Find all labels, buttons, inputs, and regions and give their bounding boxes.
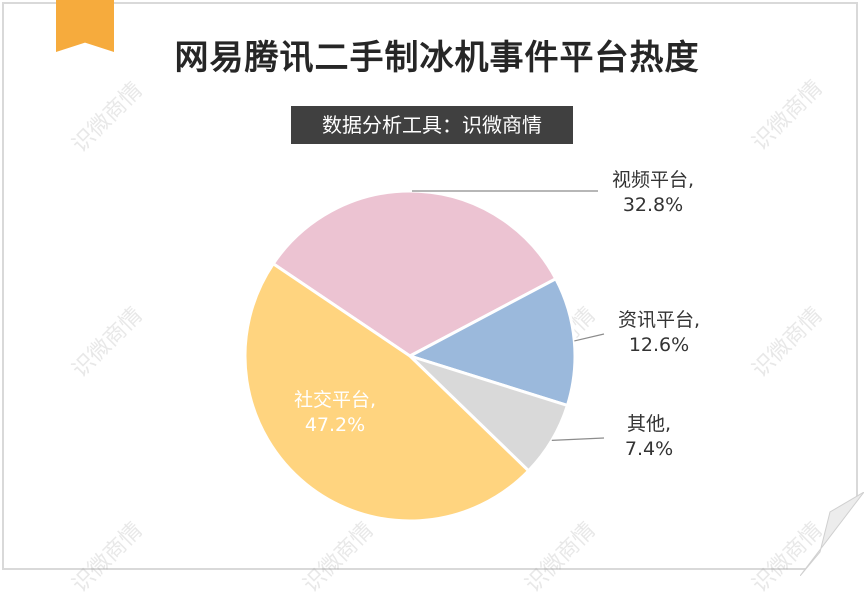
pie-slice-1 (406, 276, 577, 408)
page-curl-decoration (800, 492, 864, 576)
chart-title: 网易腾讯二手制冰机事件平台热度 (174, 38, 700, 78)
slice-label-social-value: 47.2% (304, 414, 366, 436)
slice-label-news-name: 资讯平台 (617, 309, 694, 331)
slice-label-social-name: 社交平台 (293, 389, 370, 411)
slice-label-social: 社交平台, 47.2% (280, 388, 390, 438)
slice-label-video: 视频平台, 32.8% (598, 168, 708, 218)
slice-label-video-value: 32.8% (622, 194, 684, 216)
slice-label-other: 其他, 7.4% (604, 412, 694, 462)
pie-slice-3 (243, 261, 531, 523)
slice-label-news-value: 12.6% (628, 334, 690, 356)
slice-label-other-value: 7.4% (624, 438, 674, 460)
slice-label-news: 资讯平台, 12.6% (604, 308, 714, 358)
chart-subtitle: 数据分析工具：识微商情 (291, 106, 573, 144)
leader-line-news (574, 333, 605, 342)
leader-line-other (551, 437, 605, 441)
slice-label-other-name: 其他 (626, 413, 665, 435)
slice-label-video-name: 视频平台 (611, 169, 688, 191)
pie-chart (243, 189, 605, 523)
